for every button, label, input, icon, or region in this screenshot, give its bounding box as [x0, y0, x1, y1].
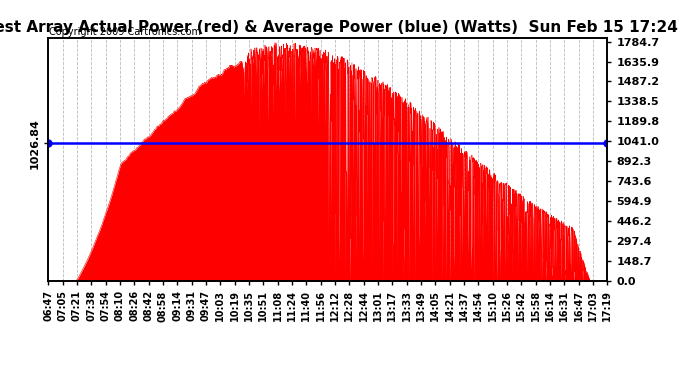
- Title: West Array Actual Power (red) & Average Power (blue) (Watts)  Sun Feb 15 17:24: West Array Actual Power (red) & Average …: [0, 20, 678, 35]
- Text: Copyright 2009 Cartronics.com: Copyright 2009 Cartronics.com: [50, 27, 201, 37]
